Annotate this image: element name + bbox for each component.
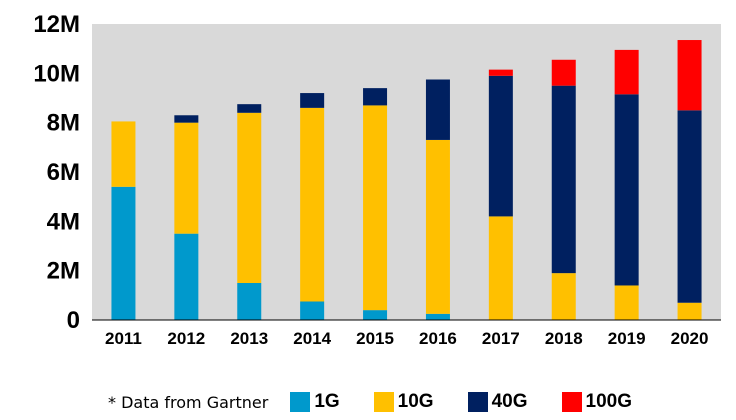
- y-tick-label: 10M: [33, 60, 80, 87]
- bar-1g-2013: [237, 283, 262, 320]
- y-tick-label: 12M: [33, 11, 80, 38]
- x-tick-label-2018: 2018: [545, 329, 583, 348]
- x-tick-label-2020: 2020: [671, 329, 709, 348]
- bar-10g-2013: [237, 112, 262, 283]
- bar-40g-2020: [677, 110, 702, 303]
- y-tick-labels: 0 2M 4M 6M 8M 10M 12M: [33, 11, 80, 334]
- y-tick-label: 8M: [47, 110, 80, 137]
- legend-label-100g: 100G: [585, 391, 632, 412]
- bar-10g-2014: [300, 107, 325, 302]
- x-tick-label-2011: 2011: [105, 329, 142, 348]
- bar-1g-2015: [363, 310, 388, 320]
- legend-item-1g: 1G: [290, 391, 340, 413]
- legend-swatch-10g: [373, 392, 394, 412]
- legend-label-40g: 40G: [491, 391, 528, 412]
- x-tick-label-2017: 2017: [482, 329, 520, 348]
- bar-100g-2018: [551, 59, 576, 86]
- x-tick-labels: 2011 2012 2013 2014 2015 2016 2017 2018 2019 2020: [105, 329, 708, 348]
- bar-40g-2018: [551, 85, 576, 274]
- bar-40g-2012: [174, 115, 199, 123]
- bar-40g-2019: [614, 94, 639, 286]
- bar-10g-2019: [614, 285, 639, 320]
- bar-40g-2013: [237, 104, 262, 113]
- x-tick-label-2016: 2016: [419, 329, 457, 348]
- bar-10g-2016: [425, 139, 450, 314]
- bar-40g-2015: [363, 88, 388, 106]
- legend-item-40g: 40G: [467, 391, 528, 413]
- y-tick-label: 6M: [47, 159, 80, 186]
- bar-10g-2011: [111, 121, 136, 187]
- bar-1g-2014: [300, 301, 325, 320]
- legend-swatch-40g: [467, 392, 488, 412]
- legend-label-10g: 10G: [397, 391, 434, 412]
- bar-100g-2019: [614, 49, 639, 95]
- y-tick-label: 2M: [47, 258, 80, 285]
- bar-10g-2017: [488, 216, 513, 320]
- y-tick-label: 0: [67, 307, 80, 334]
- bar-10g-2018: [551, 273, 576, 320]
- bar-1g-2012: [174, 233, 199, 320]
- bar-10g-2015: [363, 105, 388, 311]
- x-tick-label-2019: 2019: [608, 329, 646, 348]
- legend-item-10g: 10G: [373, 391, 434, 413]
- bar-40g-2017: [488, 75, 513, 217]
- y-tick-label: 4M: [47, 208, 80, 235]
- bar-10g-2012: [174, 122, 199, 234]
- x-tick-label-2014: 2014: [293, 329, 331, 348]
- source-note: * Data from Gartner: [108, 392, 269, 412]
- bar-100g-2020: [677, 40, 702, 111]
- bar-1g-2011: [111, 186, 136, 320]
- bar-10g-2020: [677, 302, 702, 320]
- legend: * Data from Gartner 1G 10G 40G 100G: [108, 388, 666, 416]
- stacked-bar-chart: 0 2M 4M 6M 8M 10M 12M 2011 2012 2013 2014 2015 2016…: [33, 11, 721, 348]
- bar-1g-2016: [425, 313, 450, 320]
- x-tick-label-2015: 2015: [356, 329, 394, 348]
- legend-swatch-100g: [561, 392, 582, 412]
- bars-group: [111, 40, 702, 320]
- legend-swatch-1g: [290, 392, 311, 412]
- x-tick-label-2013: 2013: [230, 329, 268, 348]
- legend-label-1g: 1G: [314, 391, 340, 412]
- bar-40g-2014: [300, 93, 325, 108]
- bar-40g-2016: [425, 79, 450, 140]
- bar-100g-2017: [488, 69, 513, 76]
- legend-item-100g: 100G: [561, 391, 632, 413]
- x-tick-label-2012: 2012: [167, 329, 205, 348]
